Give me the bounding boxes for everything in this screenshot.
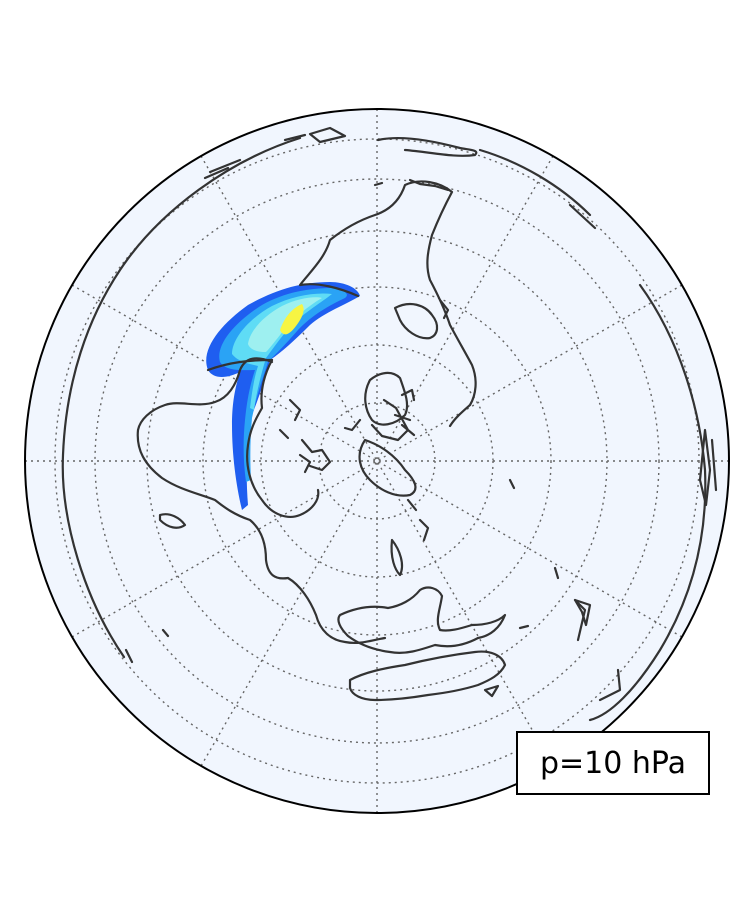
coastlines	[136, 178, 592, 702]
pressure-level-text: p=10 hPa	[539, 745, 687, 781]
pressure-level-label: p=10 hPa	[516, 731, 710, 795]
globe-disc	[25, 109, 729, 813]
contour-field	[206, 282, 360, 510]
outer-landmass-ring	[61, 126, 718, 722]
globe-outline	[24, 108, 730, 814]
